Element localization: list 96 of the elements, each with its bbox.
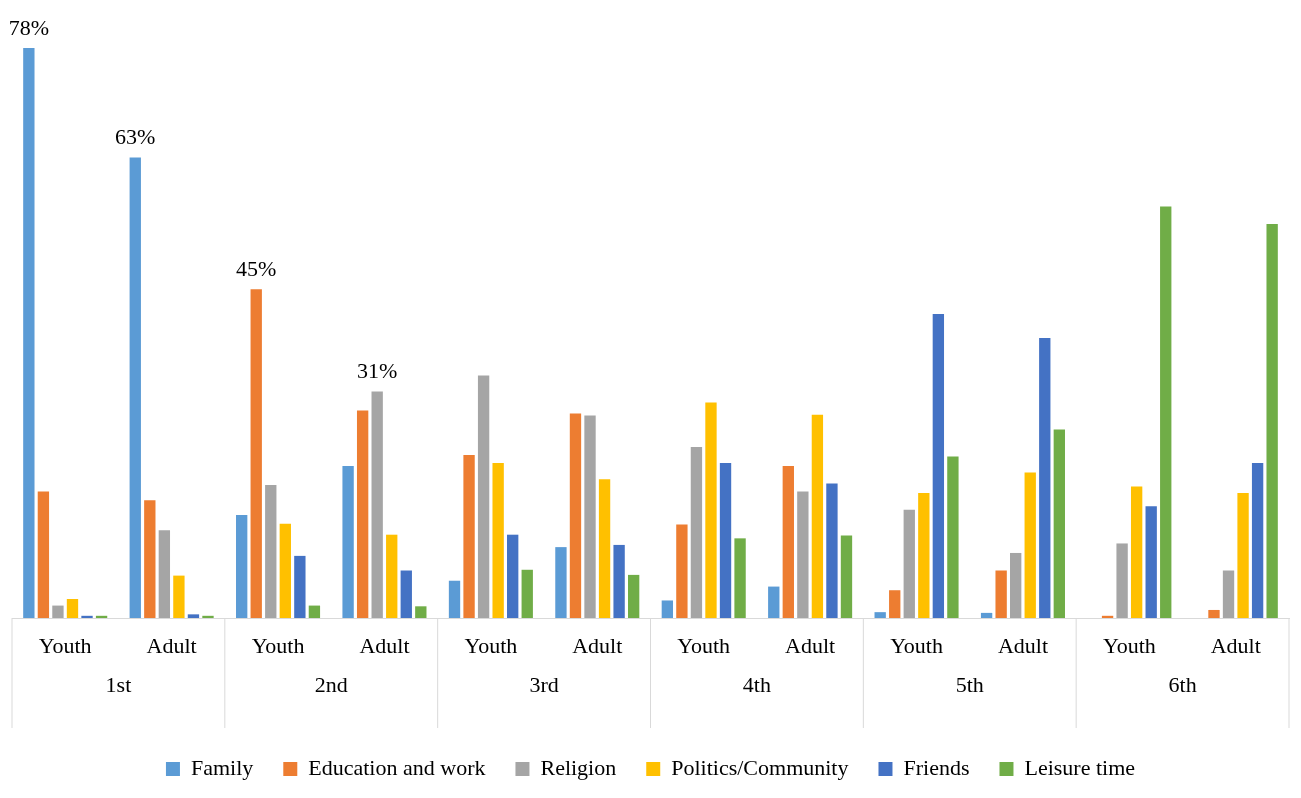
bar bbox=[144, 500, 156, 618]
bar bbox=[918, 493, 930, 618]
bar bbox=[521, 569, 533, 618]
data-label: 78% bbox=[8, 14, 50, 40]
bar bbox=[371, 391, 383, 618]
x-tick-label: Youth bbox=[251, 632, 305, 658]
bar bbox=[52, 605, 64, 618]
bar bbox=[705, 402, 717, 618]
x-tick-label: Adult bbox=[785, 632, 836, 658]
bar bbox=[613, 544, 625, 618]
bar bbox=[1237, 493, 1249, 618]
bar bbox=[129, 157, 141, 618]
bar bbox=[627, 574, 640, 618]
bar bbox=[507, 534, 519, 618]
bar bbox=[719, 463, 732, 618]
bar bbox=[980, 612, 993, 618]
bar bbox=[811, 414, 824, 618]
bar bbox=[236, 514, 248, 618]
x-tick-label: Youth bbox=[464, 632, 518, 658]
legend-label: Leisure time bbox=[1024, 754, 1136, 780]
bar bbox=[661, 600, 674, 618]
bar bbox=[734, 538, 746, 618]
bar bbox=[356, 410, 369, 618]
x-tick-label: Youth bbox=[38, 632, 92, 658]
bar bbox=[874, 612, 886, 618]
bar bbox=[1039, 338, 1051, 618]
bar bbox=[158, 530, 171, 618]
bar bbox=[903, 509, 915, 618]
bar bbox=[889, 590, 901, 618]
bar bbox=[463, 455, 475, 618]
bar bbox=[1130, 486, 1143, 618]
bar bbox=[1266, 224, 1278, 618]
bar bbox=[187, 614, 200, 618]
bar bbox=[477, 375, 490, 618]
bar bbox=[37, 491, 50, 618]
data-label: 63% bbox=[115, 124, 156, 150]
legend-label: Education and work bbox=[308, 754, 486, 780]
legend-label: Friends bbox=[903, 754, 970, 780]
x-tick-label: Adult bbox=[146, 632, 197, 658]
bar bbox=[173, 575, 185, 618]
bar bbox=[492, 463, 504, 618]
bar bbox=[265, 485, 277, 618]
bar bbox=[797, 491, 809, 618]
x-tick-label: Adult bbox=[359, 632, 410, 658]
bar bbox=[584, 415, 596, 618]
bar bbox=[1053, 429, 1065, 618]
bar bbox=[1208, 609, 1220, 618]
bar bbox=[995, 570, 1007, 618]
text: 1st bbox=[105, 671, 132, 697]
bar bbox=[66, 599, 79, 618]
bar bbox=[400, 570, 412, 618]
text: 6th bbox=[1168, 671, 1197, 697]
bar bbox=[308, 605, 321, 618]
bar bbox=[342, 466, 354, 618]
bar bbox=[690, 447, 703, 618]
bar bbox=[676, 524, 688, 618]
bar bbox=[448, 580, 461, 618]
bar bbox=[947, 456, 959, 618]
legend-label: Family bbox=[190, 754, 254, 780]
data-label: 45% bbox=[236, 255, 277, 281]
bar bbox=[555, 547, 567, 618]
x-tick-label: Adult bbox=[572, 632, 623, 658]
bar bbox=[826, 483, 838, 618]
bar bbox=[782, 466, 794, 618]
bar bbox=[768, 586, 780, 618]
bar bbox=[1251, 463, 1264, 618]
text: 4th bbox=[742, 671, 771, 697]
x-tick-label: Youth bbox=[677, 632, 731, 658]
text: 2nd bbox=[314, 671, 348, 697]
x-tick-label: Youth bbox=[1102, 632, 1156, 658]
bar bbox=[932, 314, 945, 618]
legend-label: Religion bbox=[540, 754, 617, 780]
bar bbox=[1116, 543, 1128, 618]
bar bbox=[1010, 552, 1022, 618]
bar bbox=[1222, 570, 1235, 618]
bar bbox=[415, 606, 427, 618]
bar bbox=[81, 615, 93, 618]
bar bbox=[279, 523, 291, 618]
text: 5th bbox=[955, 671, 984, 697]
bar bbox=[840, 535, 853, 618]
bar bbox=[569, 413, 582, 618]
bar bbox=[598, 479, 611, 618]
bar bbox=[202, 615, 214, 618]
x-tick-label: Adult bbox=[1210, 632, 1261, 658]
bar bbox=[1024, 472, 1036, 618]
bar bbox=[386, 534, 398, 618]
bar bbox=[1160, 206, 1172, 618]
bar bbox=[250, 289, 262, 618]
legend-label: Politics/Community bbox=[671, 754, 849, 780]
text: 3rd bbox=[529, 671, 559, 697]
bar bbox=[1145, 506, 1157, 618]
bar bbox=[23, 48, 35, 618]
data-label: 31% bbox=[357, 358, 398, 384]
x-tick-label: Youth bbox=[890, 632, 943, 658]
x-tick-label: Adult bbox=[997, 632, 1049, 658]
bar bbox=[294, 555, 306, 618]
